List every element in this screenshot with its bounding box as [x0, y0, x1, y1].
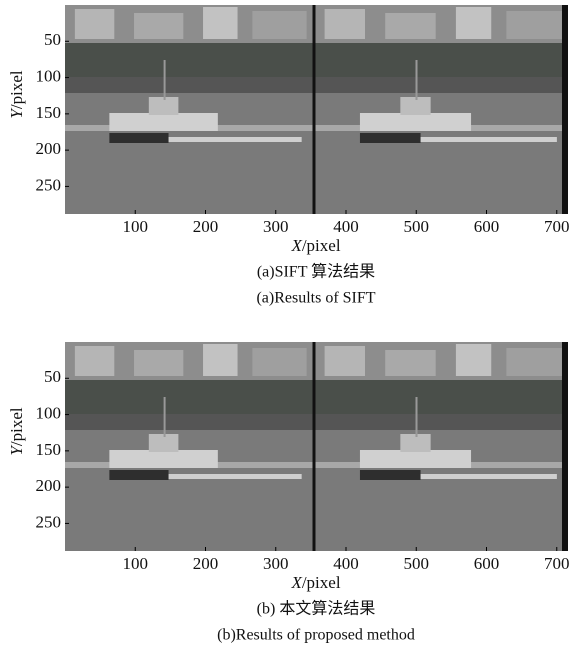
divider: [313, 342, 316, 551]
x-axis-label: X/pixel: [290, 236, 340, 255]
image-panel: [65, 342, 568, 551]
y-axis-label: Y/pixel: [7, 407, 26, 455]
x-axis-label: X/pixel: [290, 573, 340, 592]
y-tick-label: 150: [36, 440, 62, 459]
caption-en: (b)Results of proposed method: [217, 627, 415, 644]
x-axis-var: X: [290, 236, 302, 255]
image-panel: [65, 5, 568, 214]
x-tick-label: 700: [544, 217, 570, 236]
y-axis-unit: /pixel: [7, 407, 26, 446]
x-tick-label: 300: [263, 554, 289, 573]
x-tick-label: 200: [193, 554, 219, 573]
x-tick-label: 500: [404, 217, 430, 236]
x-tick-label: 400: [333, 217, 359, 236]
x-axis-var: X: [290, 573, 302, 592]
caption-cn: (b) 本文算法结果: [257, 599, 376, 618]
x-tick-label: 100: [123, 554, 149, 573]
x-tick-label: 600: [474, 217, 500, 236]
x-tick-label: 700: [544, 554, 570, 573]
figure: 100 200 300 400 500 600 700 50 100 150 200 250 X/pix…: [0, 0, 571, 656]
x-axis-unit: /pixel: [302, 236, 341, 255]
y-tick-label: 100: [36, 403, 62, 422]
y-tick-label: 100: [36, 66, 62, 85]
y-axis-label: Y/pixel: [7, 70, 26, 118]
caption-en: (a)Results of SIFT: [256, 290, 375, 307]
y-axis-unit: /pixel: [7, 70, 26, 109]
x-axis-unit: /pixel: [302, 573, 341, 592]
y-tick-label: 250: [36, 512, 62, 531]
x-tick-label: 300: [263, 217, 289, 236]
y-tick-label: 50: [44, 30, 61, 49]
y-tick-label: 50: [44, 367, 61, 386]
x-tick-label: 600: [474, 554, 500, 573]
y-tick-label: 150: [36, 103, 62, 122]
y-tick-label: 200: [36, 476, 62, 495]
divider: [313, 5, 316, 214]
edge: [562, 342, 568, 551]
x-tick-label: 500: [404, 554, 430, 573]
x-tick-label: 100: [123, 217, 149, 236]
x-tick-label: 200: [193, 217, 219, 236]
caption-cn: (a)SIFT 算法结果: [257, 262, 375, 281]
x-tick-label: 400: [333, 554, 359, 573]
edge: [562, 5, 568, 214]
y-tick-label: 250: [36, 175, 62, 194]
y-tick-label: 200: [36, 139, 62, 158]
